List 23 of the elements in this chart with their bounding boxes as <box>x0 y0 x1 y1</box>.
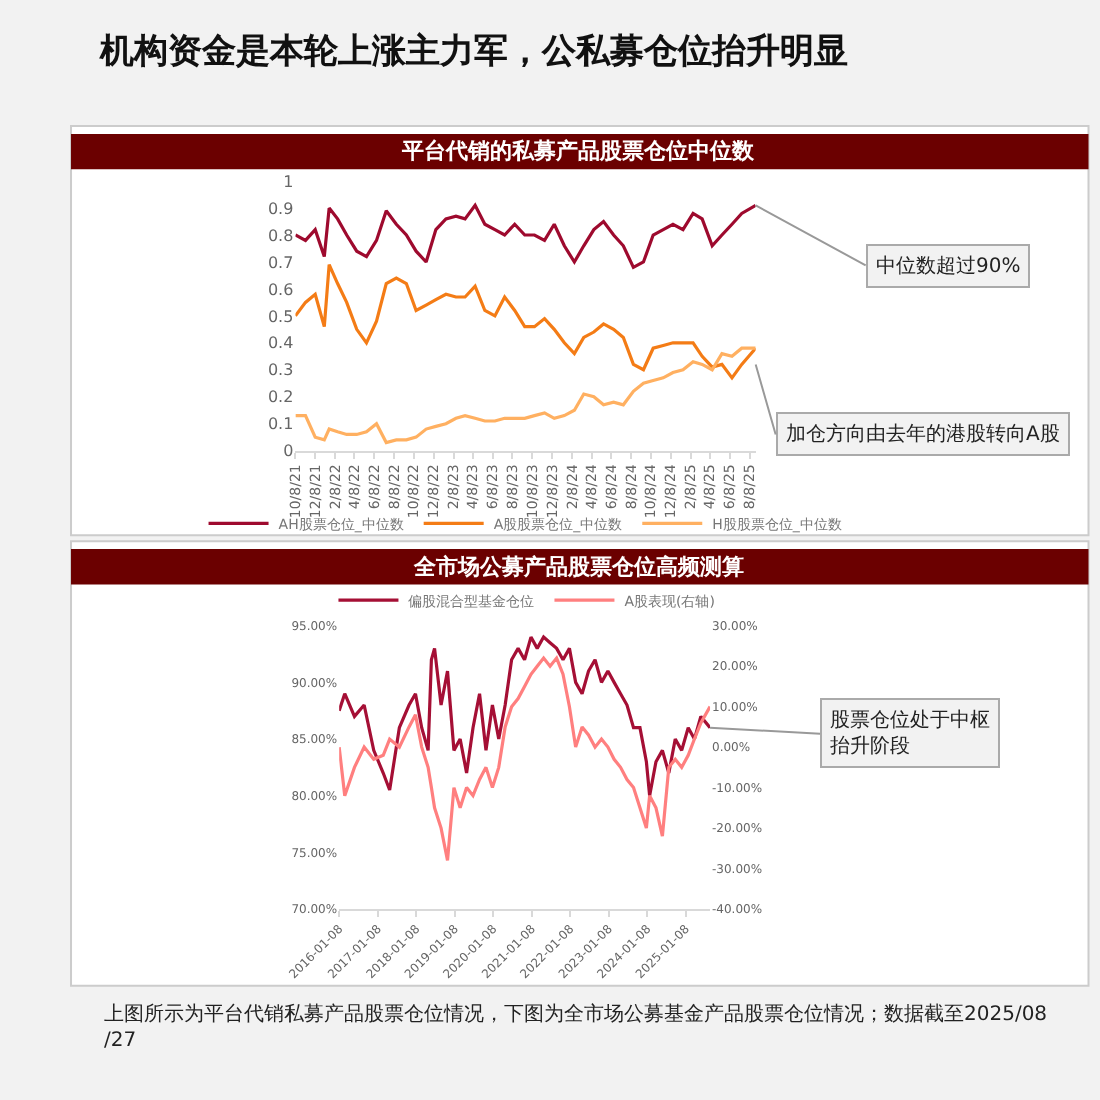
chart-title: 机构资金是本轮上涨主力军，公私募仓位抬升明显 <box>98 32 848 72</box>
line-series <box>295 263 756 380</box>
y-tick-label: 0.1 <box>267 415 294 434</box>
y-tick-label: 0.3 <box>267 361 294 380</box>
annotation: 加仓方向由去年的港股转向A股 <box>786 422 1060 446</box>
y-tick-label: 0.9 <box>267 199 294 218</box>
annotation: 股票仓位处于中枢抬升阶段 <box>830 708 990 758</box>
annotation: 中位数超过90% <box>876 254 1021 278</box>
y-tick-label: 0.6 <box>267 280 294 299</box>
y-tick-label: 0.8 <box>267 226 294 245</box>
y-tick-label: 1 <box>283 172 294 191</box>
line-series <box>295 346 756 445</box>
line-series <box>339 656 711 863</box>
y-tick-label: 0.7 <box>267 253 294 272</box>
text: 上图所示为平台代销私募产品股票仓位情况，下图为全市场公募基金产品股票仓位情况；数据截至2025/08/27 <box>104 1002 1048 1052</box>
line-series <box>295 203 756 269</box>
y-tick-label: 0.2 <box>267 388 294 407</box>
chart-title: 全市场公募产品股票仓位高频测算 <box>412 554 744 580</box>
chart-subtitle: 平台代销的私募产品股票仓位中位数 <box>400 138 756 164</box>
y-tick-label: 0.4 <box>267 334 294 353</box>
y-tick-label: 0 <box>283 442 294 461</box>
line-series <box>339 635 711 798</box>
y-tick-label: 0.5 <box>267 307 294 326</box>
